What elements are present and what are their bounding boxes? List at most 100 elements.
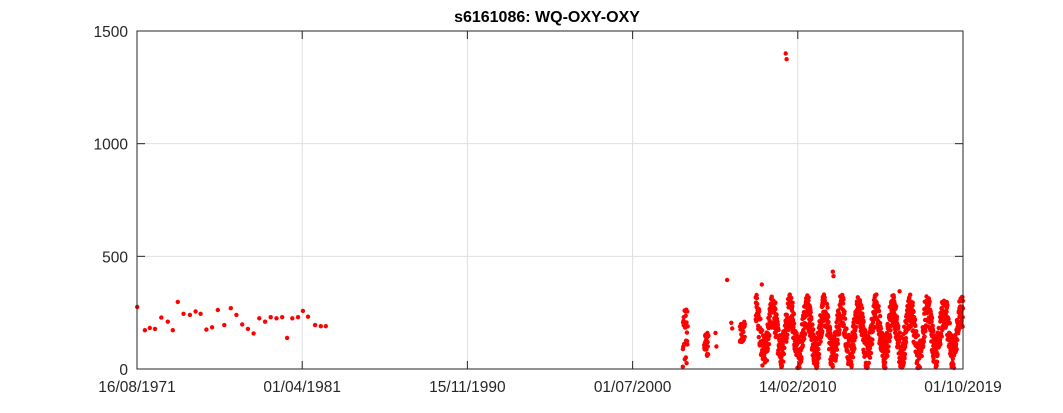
- data-point: [742, 334, 747, 340]
- data-point: [685, 309, 690, 314]
- data-point: [784, 312, 789, 317]
- data-point: [946, 316, 951, 322]
- data-point: [774, 312, 779, 317]
- data-point: [784, 336, 789, 341]
- x-tick-label: 15/11/1990: [429, 379, 506, 396]
- data-point: [234, 312, 239, 318]
- data-point: [840, 301, 846, 306]
- data-point: [755, 301, 760, 307]
- data-point: [816, 352, 822, 357]
- data-point: [257, 316, 262, 321]
- data-point: [825, 305, 830, 310]
- data-point: [705, 339, 710, 345]
- data-point: [944, 309, 949, 314]
- data-point: [152, 326, 158, 332]
- data-point: [204, 327, 209, 332]
- data-point: [758, 316, 763, 322]
- data-point: [878, 326, 884, 331]
- data-point: [713, 330, 718, 336]
- data-point: [754, 295, 759, 301]
- data-point: [897, 330, 902, 335]
- data-point: [849, 362, 854, 367]
- data-point: [936, 325, 941, 331]
- data-point: [826, 314, 831, 319]
- data-point: [910, 303, 915, 308]
- data-point: [705, 352, 711, 357]
- data-point: [818, 339, 823, 344]
- data-point: [937, 337, 943, 342]
- data-point: [835, 341, 840, 346]
- data-point: [841, 297, 846, 302]
- data-point: [831, 274, 836, 279]
- data-point: [815, 360, 820, 366]
- data-point: [915, 333, 920, 338]
- data-point: [882, 360, 888, 365]
- chart-title: s6161086: WQ-OXY-OXY: [454, 9, 640, 26]
- data-point: [284, 335, 290, 341]
- data-point: [274, 316, 279, 321]
- data-point: [181, 311, 186, 316]
- data-point: [779, 363, 785, 368]
- y-tick-label: 1000: [94, 137, 129, 154]
- data-point: [887, 338, 892, 344]
- data-point: [767, 332, 772, 338]
- data-point: [685, 324, 690, 329]
- data-point: [929, 315, 935, 321]
- data-point: [262, 319, 268, 324]
- data-point: [305, 314, 311, 319]
- data-point: [836, 332, 842, 337]
- data-point: [822, 295, 827, 300]
- data-point: [880, 353, 885, 358]
- y-tick-label: 1500: [94, 24, 129, 41]
- data-point: [837, 327, 842, 333]
- data-point: [684, 330, 690, 335]
- data-point: [765, 346, 770, 351]
- data-point: [784, 339, 789, 344]
- data-point: [903, 340, 909, 345]
- data-point: [874, 292, 879, 297]
- data-point: [280, 315, 285, 320]
- data-point: [290, 316, 295, 321]
- data-point: [827, 327, 833, 332]
- data-point: [767, 313, 772, 319]
- data-point: [810, 322, 815, 327]
- data-point: [853, 335, 858, 340]
- data-point: [790, 304, 795, 309]
- data-points: [135, 51, 966, 371]
- data-point: [868, 350, 874, 356]
- data-point: [877, 320, 883, 326]
- data-point: [835, 337, 840, 343]
- data-point: [910, 300, 915, 305]
- data-point: [764, 358, 770, 363]
- data-point: [781, 359, 786, 364]
- data-point: [870, 337, 875, 342]
- data-point: [867, 355, 873, 360]
- axes-box: [136, 30, 964, 370]
- data-point: [886, 344, 891, 349]
- data-point: [902, 324, 907, 329]
- data-point: [766, 342, 772, 347]
- data-point: [802, 336, 807, 341]
- data-point: [844, 326, 849, 331]
- data-point: [911, 309, 916, 314]
- data-point: [756, 307, 762, 312]
- data-point: [193, 309, 198, 314]
- data-point: [816, 346, 821, 352]
- data-point: [934, 363, 939, 368]
- data-point: [769, 294, 774, 299]
- x-tick-label: 16/08/1971: [98, 379, 176, 396]
- data-point: [931, 356, 936, 361]
- data-point: [159, 315, 164, 320]
- data-point: [787, 292, 792, 297]
- data-point: [842, 316, 848, 321]
- data-point: [806, 295, 811, 300]
- data-point: [842, 309, 847, 314]
- data-point: [776, 327, 781, 333]
- data-point: [791, 321, 797, 326]
- data-point: [829, 358, 834, 364]
- data-point: [938, 342, 943, 347]
- data-point: [782, 345, 787, 351]
- data-point: [729, 320, 734, 325]
- data-point: [891, 295, 897, 300]
